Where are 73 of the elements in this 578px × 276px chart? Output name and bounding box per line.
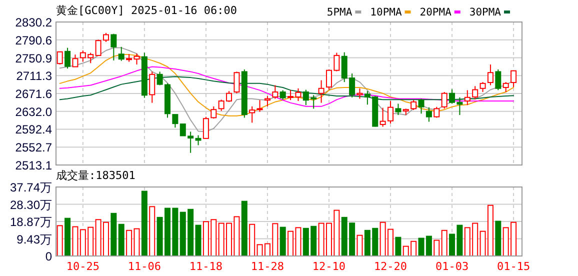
- candlestick: [234, 71, 240, 94]
- bar: [356, 234, 363, 256]
- bar: [441, 230, 448, 256]
- candlestick: [249, 106, 256, 124]
- legend-label: 5PMA: [326, 6, 353, 18]
- candlestick: [202, 116, 209, 140]
- candlestick: [395, 103, 402, 116]
- bar: [118, 224, 124, 256]
- candlestick: [502, 82, 509, 92]
- candlestick: [410, 100, 417, 111]
- candlestick: [426, 106, 432, 122]
- y-tick-label: 9.43万: [16, 232, 52, 246]
- x-tick-label: 12-10: [312, 260, 346, 273]
- candlestick: [64, 47, 71, 70]
- legend-label: 30PMA: [469, 6, 502, 18]
- candlestick: [149, 71, 156, 104]
- candlestick: [487, 64, 494, 86]
- x-tick-label: 11-06: [128, 260, 161, 273]
- line-series: [59, 66, 514, 107]
- x-tick-label: 01-03: [435, 260, 469, 273]
- bar: [280, 226, 286, 256]
- bar: [195, 224, 202, 256]
- legend-label: 20PMA: [420, 6, 452, 18]
- y-tick-label: 18.87万: [10, 215, 52, 229]
- y-tick-label: 28.30万: [10, 198, 52, 212]
- bar: [395, 236, 402, 256]
- candlestick: [210, 106, 217, 120]
- legend-label: 10PMA: [370, 6, 402, 18]
- candlestick: [195, 134, 202, 146]
- candlestick: [272, 84, 278, 100]
- candlestick: [118, 46, 124, 62]
- x-tick-label: 01-15: [496, 260, 530, 273]
- x-tick-label: 12-20: [374, 260, 408, 273]
- bar: [434, 240, 440, 256]
- candlestick: [56, 50, 63, 65]
- candlestick: [480, 82, 486, 92]
- y-tick-label: 0: [45, 250, 52, 264]
- candlestick: [264, 96, 270, 107]
- y-tick-label: 2552.7: [15, 140, 52, 155]
- y-tick-label: 2513.1: [15, 158, 52, 172]
- bar: [495, 220, 502, 256]
- y-tick-label: 2671.6: [15, 87, 52, 102]
- bar: [64, 218, 71, 256]
- candlestick: [110, 33, 117, 61]
- chart-title: 黄金[GC00Y] 2025-01-16 06:00: [56, 4, 237, 17]
- bar: [110, 212, 117, 256]
- bar: [72, 226, 78, 256]
- candlestick: [280, 90, 286, 100]
- candlestick: [172, 114, 178, 128]
- x-tick-label: 11-28: [250, 260, 284, 273]
- y-tick-label: 2750.9: [15, 51, 52, 66]
- bar: [141, 190, 148, 256]
- candlestick: [356, 88, 363, 100]
- bar: [249, 224, 256, 256]
- candlestick: [510, 70, 517, 88]
- x-tick-label: 10-25: [66, 260, 100, 273]
- bar: [149, 206, 156, 256]
- y-tick-label: 2632.0: [15, 104, 52, 119]
- candlestick: [256, 100, 263, 112]
- y-tick-label: 2592.4: [15, 122, 52, 137]
- candlestick: [318, 80, 324, 104]
- x-tick-label: 11-18: [189, 260, 223, 273]
- y-tick-label: 2711.3: [16, 69, 52, 84]
- y-tick-label: 2830.2: [15, 16, 52, 30]
- candlestick: [495, 68, 502, 91]
- y-tick-label: 37.74万: [10, 180, 52, 194]
- candlestick: [418, 98, 424, 114]
- chart-title: 成交量:183501: [56, 169, 136, 182]
- bar: [56, 225, 63, 256]
- candlestick: [441, 91, 448, 110]
- bar: [241, 200, 248, 256]
- y-tick-label: 2790.6: [15, 33, 52, 48]
- candlestick: [72, 54, 78, 68]
